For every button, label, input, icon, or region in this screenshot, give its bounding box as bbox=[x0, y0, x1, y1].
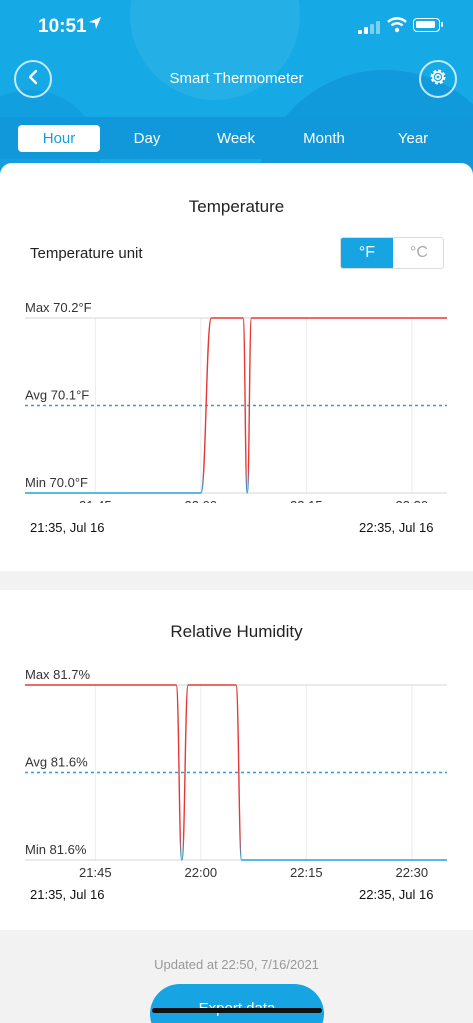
temperature-unit-label: Temperature unit bbox=[30, 245, 143, 262]
unit-celsius-option[interactable]: °C bbox=[410, 244, 428, 261]
tab-month[interactable]: Month bbox=[303, 130, 345, 147]
status-time: 10:51 bbox=[38, 16, 87, 37]
temperature-title: Temperature bbox=[188, 197, 285, 216]
x-tick-label: 22:00 bbox=[185, 498, 218, 503]
max-value-label: Max 70.2°F bbox=[25, 300, 92, 315]
temperature-unit-toggle: °F °C bbox=[340, 237, 444, 269]
min-value-label: Min 70.0°F bbox=[25, 475, 88, 490]
temperature-range-start: 21:35, Jul 16 bbox=[30, 520, 105, 535]
max-value-label: Max 81.7% bbox=[25, 667, 90, 682]
unit-fahrenheit-option[interactable]: °F bbox=[341, 238, 393, 268]
chevron-left-icon bbox=[26, 69, 40, 90]
series-line bbox=[24, 684, 447, 861]
wifi-icon bbox=[387, 17, 407, 33]
tab-hour[interactable]: Hour bbox=[18, 125, 100, 152]
location-arrow-icon bbox=[88, 16, 102, 34]
humidity-range-end: 22:35, Jul 16 bbox=[359, 887, 434, 902]
temperature-card: Temperature Temperature unit °F °C Max 7… bbox=[0, 163, 473, 571]
x-tick-label: 21:45 bbox=[79, 498, 112, 503]
tab-day[interactable]: Day bbox=[133, 130, 161, 147]
gear-icon bbox=[428, 67, 448, 92]
x-tick-label: 21:45 bbox=[79, 865, 112, 880]
page-title: Smart Thermometer bbox=[169, 70, 304, 87]
tab-week[interactable]: Week bbox=[216, 130, 256, 147]
humidity-title: Relative Humidity bbox=[170, 622, 303, 641]
battery-icon bbox=[413, 18, 443, 32]
export-data-button[interactable]: Export data bbox=[150, 984, 324, 1023]
min-value-label: Min 81.6% bbox=[25, 842, 87, 857]
cellular-signal-icon bbox=[358, 20, 380, 34]
updated-timestamp: Updated at 22:50, 7/16/2021 bbox=[154, 957, 319, 972]
temperature-range-end: 22:35, Jul 16 bbox=[359, 520, 434, 535]
avg-value-label: Avg 70.1°F bbox=[25, 388, 89, 403]
app-header: 10:51 Smart Thermometer bbox=[0, 0, 473, 175]
tab-year[interactable]: Year bbox=[397, 130, 429, 147]
humidity-chart: Max 81.7% Avg 81.6% Min 81.6% 21:45 22:00 22:… bbox=[24, 667, 447, 880]
settings-button[interactable] bbox=[419, 60, 457, 98]
x-tick-label: 22:00 bbox=[185, 865, 218, 880]
x-tick-label: 22:30 bbox=[396, 865, 429, 880]
temperature-chart: Max 70.2°F Avg 70.1°F Min 70.0°F 21:45 22:00… bbox=[25, 300, 447, 503]
home-indicator bbox=[152, 1008, 322, 1013]
series-line bbox=[25, 317, 447, 494]
humidity-range-start: 21:35, Jul 16 bbox=[30, 887, 105, 902]
humidity-card: Relative Humidity Max 81.7% Avg 81.6% Min … bbox=[0, 590, 473, 930]
x-tick-label: 22:15 bbox=[290, 498, 323, 503]
avg-value-label: Avg 81.6% bbox=[25, 755, 88, 770]
status-bar: 10:51 bbox=[0, 0, 473, 56]
back-button[interactable] bbox=[14, 60, 52, 98]
x-tick-label: 22:30 bbox=[396, 498, 429, 503]
x-tick-label: 22:15 bbox=[290, 865, 323, 880]
time-range-tabs: Hour Day Week Month Year bbox=[0, 117, 473, 159]
